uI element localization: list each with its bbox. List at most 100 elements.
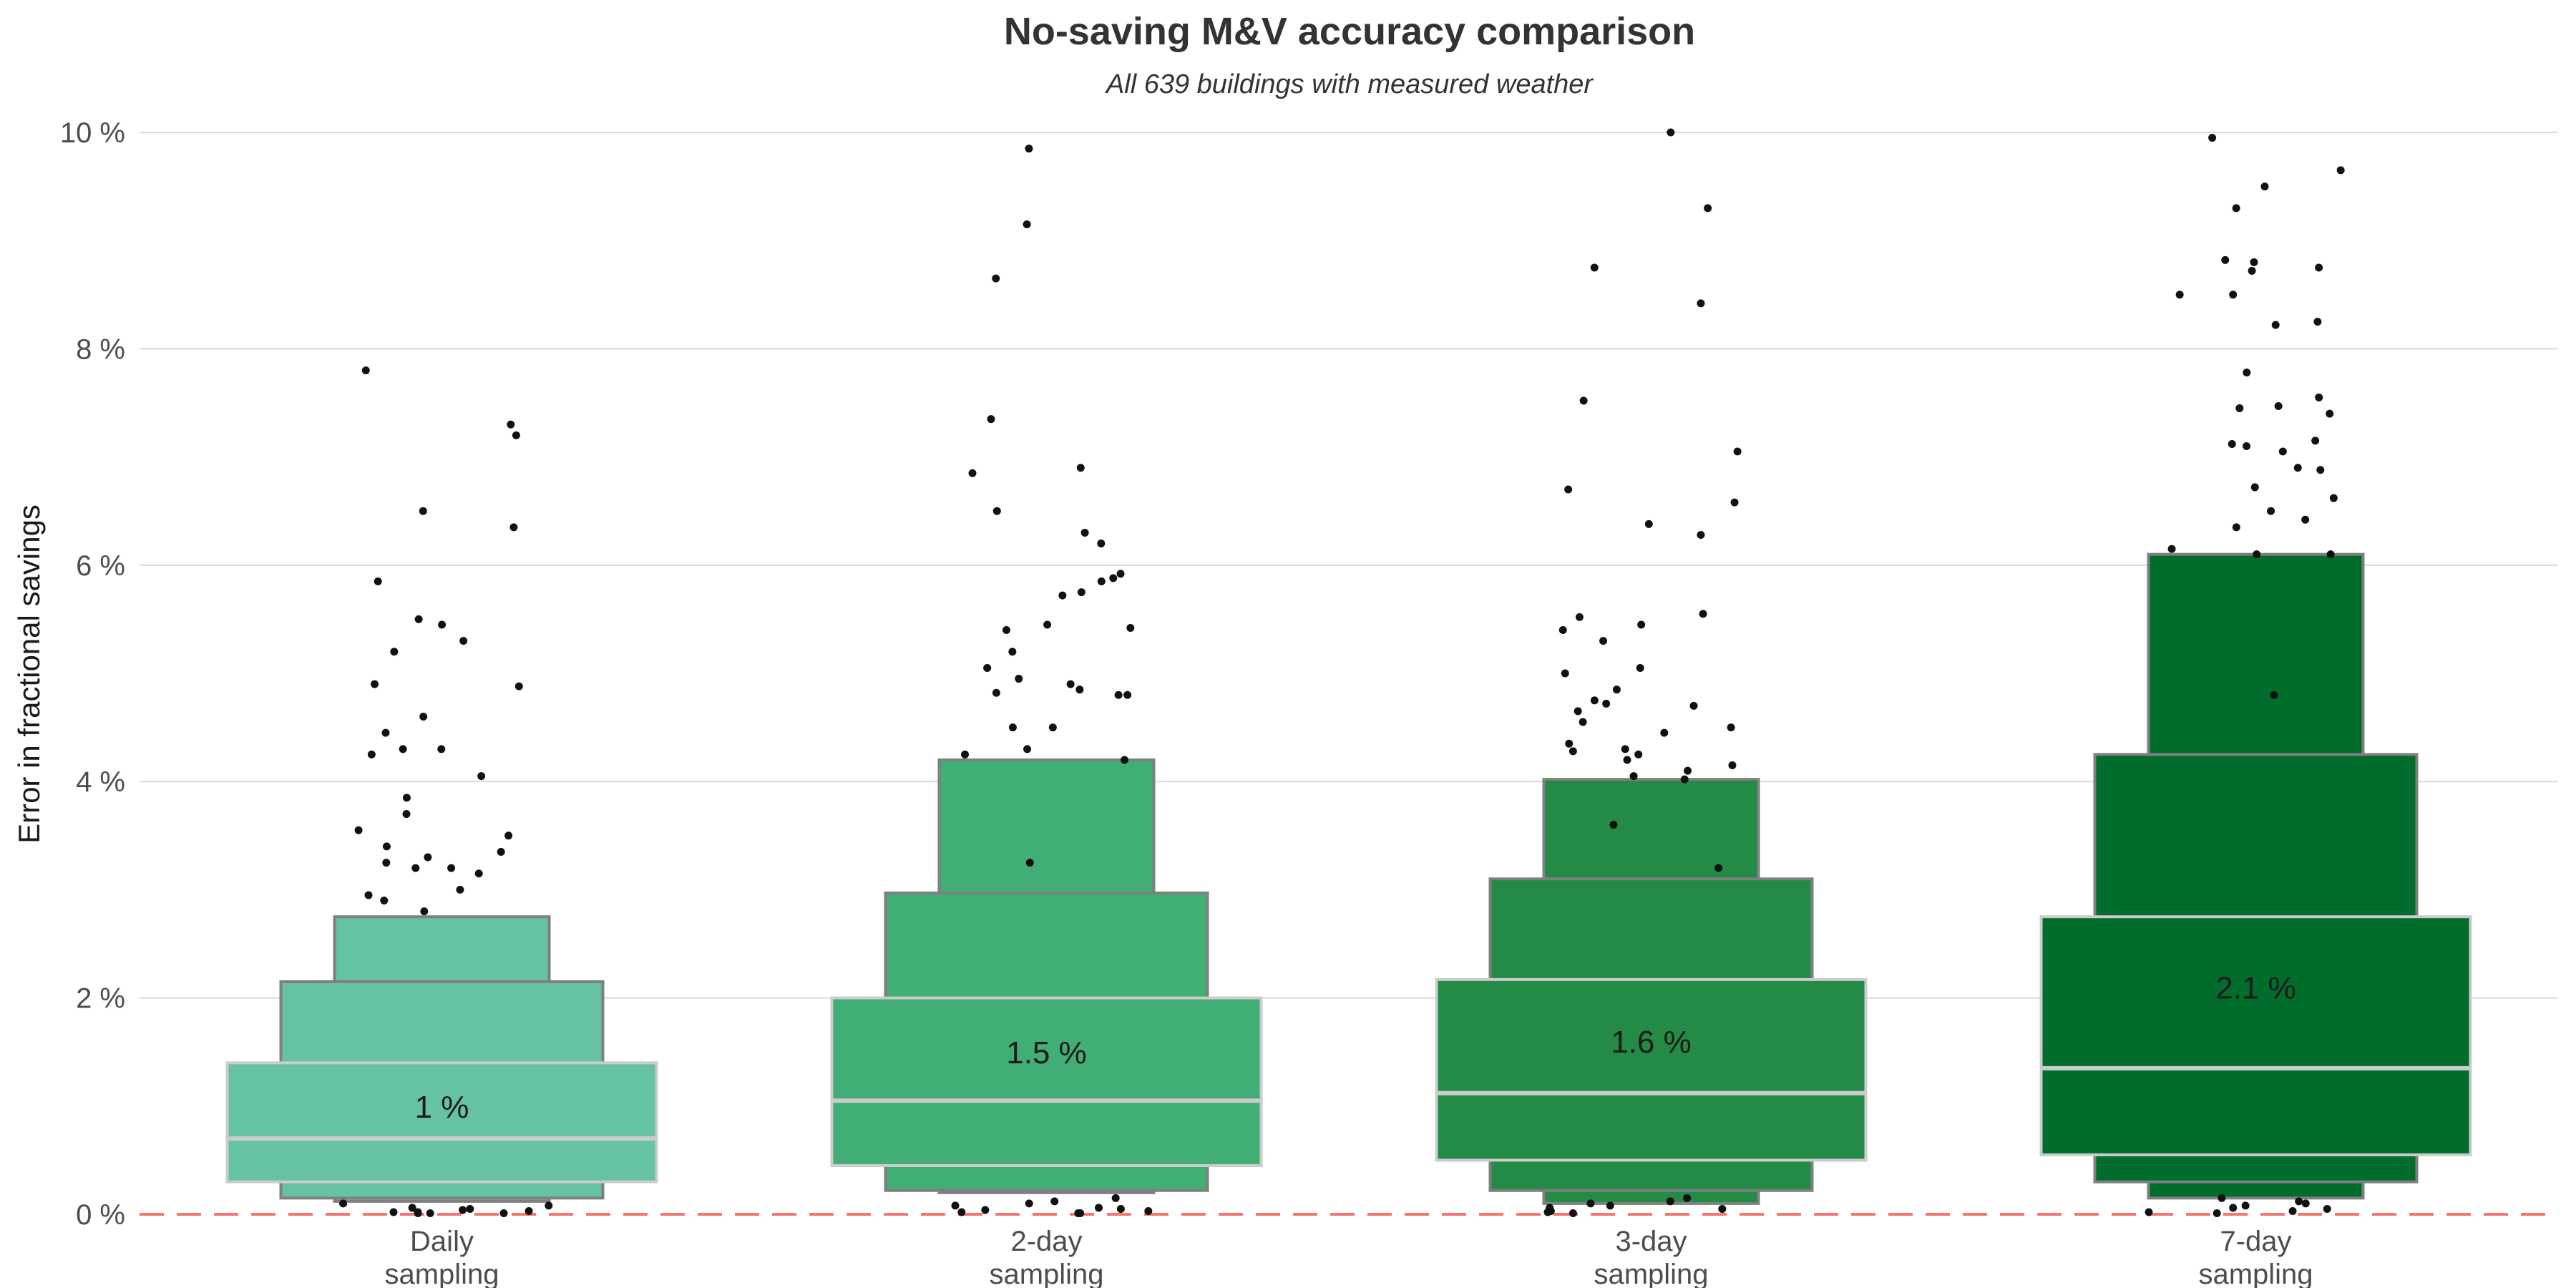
x-tick-label: sampling: [989, 1259, 1103, 1288]
outlier-point: [1704, 204, 1712, 213]
outlier-point: [1025, 859, 1034, 867]
outlier-point: [1684, 766, 1692, 775]
outlier-point: [2311, 436, 2320, 445]
outlier-point: [364, 891, 373, 899]
x-tick-label: 7-day: [2220, 1226, 2291, 1257]
outlier-point: [474, 869, 483, 878]
letter-value-box: [2039, 915, 2472, 1156]
outlier-point: [1689, 701, 1698, 710]
outlier-point: [2235, 404, 2244, 413]
outlier-point: [2274, 402, 2283, 411]
y-tick-label: 4 %: [76, 766, 125, 798]
outlier-point: [1109, 574, 1118, 582]
outlier-point: [361, 366, 370, 375]
outlier-point: [2293, 464, 2302, 472]
outlier-point: [339, 1199, 348, 1208]
outlier-point: [1730, 498, 1739, 507]
outlier-point: [1683, 1194, 1692, 1202]
outlier-point: [399, 745, 407, 753]
outlier-point: [1114, 691, 1123, 699]
letter-value-boxes: [225, 552, 2472, 1205]
outlier-point: [957, 1208, 966, 1216]
outlier-point: [2336, 166, 2345, 175]
outlier-point: [951, 1201, 960, 1210]
y-tick-label: 6 %: [76, 550, 125, 582]
outlier-point: [1097, 577, 1106, 585]
outlier-point: [414, 1209, 422, 1217]
outlier-point: [414, 615, 423, 623]
outlier-point: [504, 831, 513, 840]
outlier-point: [367, 750, 376, 758]
outlier-point: [380, 897, 389, 905]
outlier-point: [1077, 588, 1085, 597]
outlier-point: [354, 826, 363, 834]
outlier-point: [2270, 691, 2278, 699]
outlier-point: [1080, 528, 1089, 537]
outlier-point: [390, 648, 399, 656]
outlier-point: [1025, 1199, 1033, 1208]
outlier-point: [2221, 255, 2230, 264]
outlier-point: [1718, 1204, 1727, 1213]
outlier-point: [1116, 570, 1125, 578]
outlier-point: [497, 847, 505, 856]
outlier-point: [514, 682, 523, 691]
y-tick-label: 0 %: [76, 1199, 125, 1231]
outlier-point: [1008, 648, 1017, 656]
outlier-point: [2243, 369, 2251, 377]
outlier-point: [983, 663, 992, 672]
outlier-point: [1561, 669, 1569, 678]
chart-subtitle: All 639 buildings with measured weather: [1105, 69, 1594, 99]
outlier-point: [381, 728, 390, 737]
outlier-point: [992, 274, 1000, 283]
outlier-point: [2228, 439, 2236, 448]
outlier-point: [1058, 591, 1067, 600]
outlier-point: [2315, 263, 2323, 272]
outlier-point: [1048, 723, 1057, 732]
outlier-point: [2208, 134, 2217, 142]
outlier-point: [1015, 675, 1023, 683]
outlier-point: [1123, 691, 1132, 699]
outlier-point: [512, 431, 520, 439]
outlier-point: [1126, 623, 1135, 632]
outlier-point: [1609, 821, 1618, 829]
outlier-point: [1733, 447, 1742, 456]
x-tick-label: 2-day: [1010, 1226, 1082, 1257]
mean-label: 1.6 %: [1611, 1025, 1692, 1060]
outlier-point: [968, 469, 977, 477]
outlier-point: [382, 859, 391, 867]
outlier-point: [1727, 723, 1735, 732]
outlier-point: [402, 810, 411, 819]
outlier-point: [2212, 1209, 2221, 1217]
outlier-point: [992, 507, 1001, 515]
outlier-point: [1579, 396, 1588, 405]
outlier-point: [1025, 145, 1033, 153]
outlier-point: [1586, 1199, 1595, 1208]
outlier-point: [2278, 447, 2287, 456]
outlier-point: [2218, 1194, 2226, 1202]
outlier-point: [499, 1209, 508, 1217]
outlier-point: [1606, 1201, 1614, 1210]
outlier-point: [961, 750, 970, 758]
outlier-point: [1728, 761, 1737, 770]
outlier-point: [411, 864, 420, 872]
outlier-point: [2243, 441, 2251, 450]
x-tick-label: sampling: [1594, 1259, 1708, 1288]
outlier-points: [339, 128, 2345, 1217]
outlier-point: [2316, 466, 2325, 474]
outlier-point: [987, 415, 995, 424]
outlier-point: [2229, 1204, 2238, 1212]
outlier-point: [1699, 610, 1707, 618]
mean-labels: 1 % 1.5 % 1.6 % 2.1 %: [415, 970, 2296, 1124]
outlier-point: [1023, 220, 1031, 229]
outlier-point: [477, 772, 486, 781]
outlier-point: [1558, 626, 1567, 635]
outlier-point: [389, 1208, 398, 1216]
outlier-point: [1543, 1208, 1552, 1216]
outlier-point: [2167, 545, 2176, 553]
outlier-point: [1644, 519, 1653, 528]
outlier-point: [2232, 204, 2240, 213]
outlier-point: [2250, 258, 2258, 266]
y-tick-label: 8 %: [76, 333, 125, 365]
outlier-point: [545, 1201, 553, 1210]
mean-label: 2.1 %: [2215, 970, 2296, 1005]
